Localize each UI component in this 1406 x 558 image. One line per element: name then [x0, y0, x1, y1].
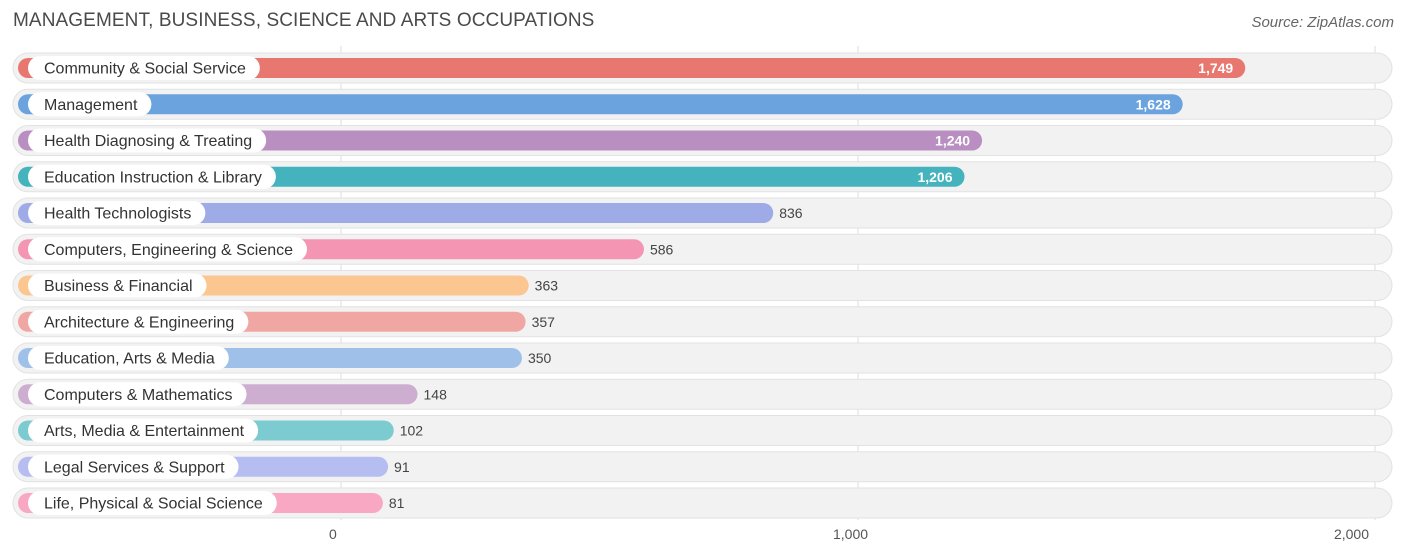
- x-tick-label: 1,000: [833, 526, 868, 542]
- category-label-pill: [28, 201, 206, 225]
- value-label: 1,628: [1136, 96, 1171, 112]
- bar[interactable]: [18, 94, 1183, 115]
- bar[interactable]: [18, 203, 774, 223]
- category-label: Education Instruction & Library: [44, 169, 262, 186]
- category-label: Life, Physical & Social Science: [44, 496, 263, 513]
- x-tick-label: 2,000: [1334, 526, 1369, 542]
- category-label: Management: [44, 97, 138, 114]
- value-label: 350: [528, 350, 552, 366]
- category-label-pill: [28, 128, 267, 153]
- value-label: 363: [535, 278, 559, 294]
- category-label-pill: [28, 237, 308, 262]
- value-label: 81: [389, 495, 405, 511]
- category-label-pill: [28, 382, 247, 407]
- bar-rows: Community & Social Service 1,749 Managemen…: [12, 52, 1393, 519]
- value-label: 1,206: [917, 169, 952, 185]
- category-label-pill: [28, 92, 152, 117]
- value-label: 586: [650, 241, 674, 257]
- category-label: Community & Social Service: [44, 61, 246, 78]
- value-label: 91: [394, 459, 410, 475]
- x-tick-label: 0: [329, 526, 337, 542]
- category-label: Education, Arts & Media: [44, 351, 215, 368]
- chart-source: Source: ZipAtlas.com: [1251, 14, 1394, 31]
- category-label-pill: [28, 56, 260, 80]
- value-label: 148: [424, 386, 448, 402]
- category-label-pill: [28, 273, 207, 298]
- value-label: 357: [532, 314, 556, 330]
- category-label: Computers & Mathematics: [44, 387, 233, 404]
- category-label: Health Diagnosing & Treating: [44, 133, 252, 150]
- value-label: 102: [400, 423, 424, 439]
- category-label-pill: [28, 491, 277, 515]
- category-label: Computers, Engineering & Science: [44, 242, 293, 259]
- category-label: Business & Financial: [44, 278, 193, 295]
- value-label: 836: [779, 205, 803, 221]
- category-label-pill: [28, 164, 276, 189]
- category-label-pill: [28, 309, 249, 334]
- chart-title: MANAGEMENT, BUSINESS, SCIENCE AND ARTS O…: [13, 10, 595, 31]
- category-label-pill: [28, 346, 229, 370]
- category-label: Legal Services & Support: [44, 459, 225, 476]
- bar[interactable]: [18, 58, 1246, 78]
- category-label-pill: [28, 418, 259, 443]
- value-label: 1,749: [1198, 60, 1233, 76]
- category-label: Architecture & Engineering: [44, 314, 234, 331]
- category-label: Health Technologists: [44, 206, 191, 223]
- value-label: 1,240: [935, 133, 970, 149]
- category-label-pill: [28, 454, 239, 479]
- x-axis-ticks: 0 1,000 2,000: [329, 526, 1369, 542]
- category-label: Arts, Media & Entertainment: [44, 423, 245, 440]
